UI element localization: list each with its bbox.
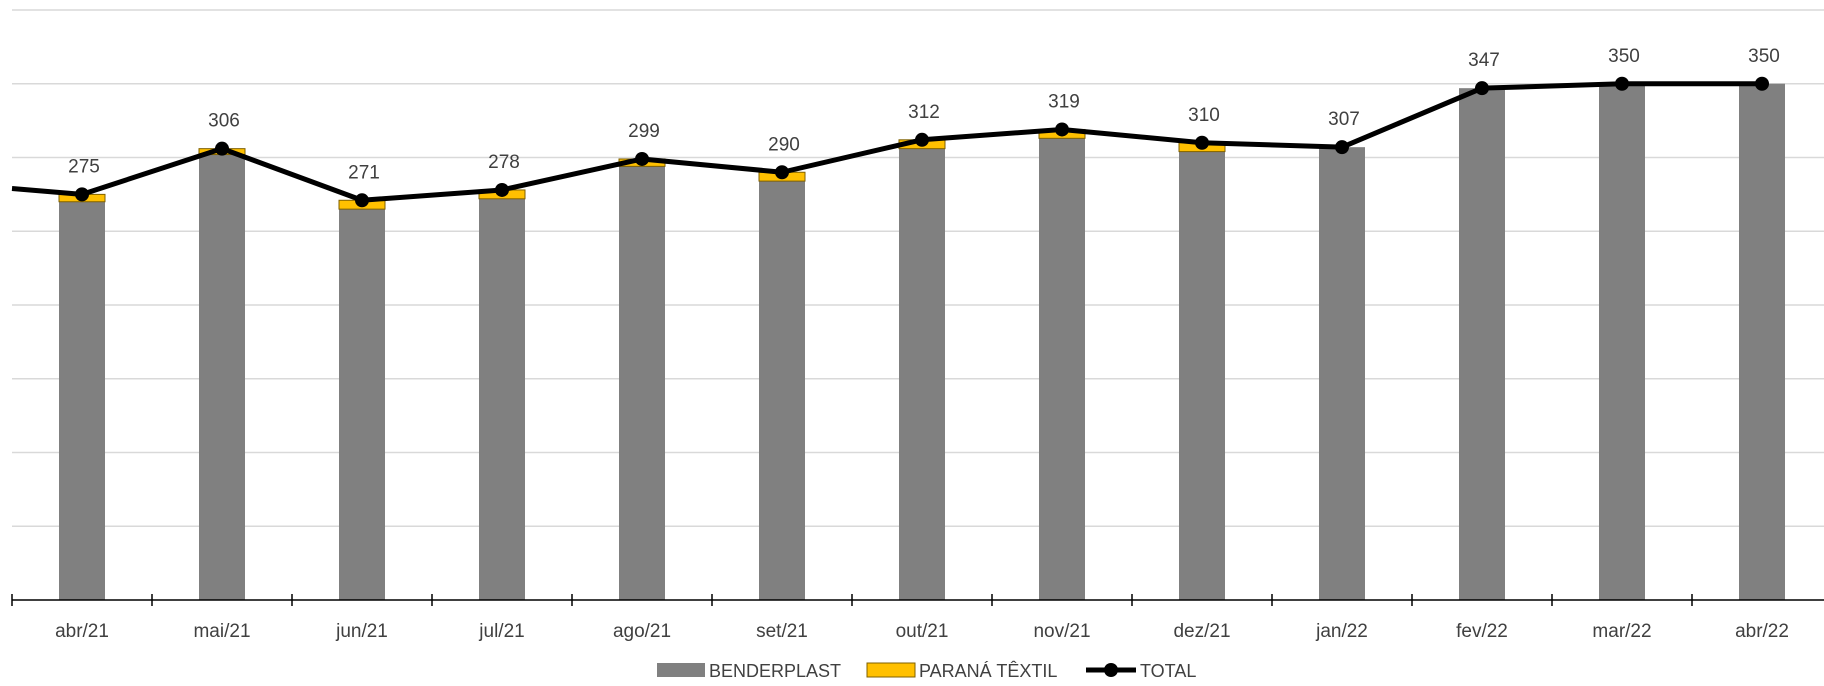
bar-benderplast-out-21 (899, 148, 945, 600)
bar-benderplast-mar-22 (1599, 83, 1645, 600)
bar-benderplast-fev-22 (1459, 88, 1505, 601)
legend-swatch-paran-t-xtil (866, 662, 916, 678)
bar-benderplast-jul-21 (479, 198, 525, 601)
x-tick-label: nov/21 (1033, 621, 1090, 642)
x-tick-label: abr/22 (1735, 621, 1789, 642)
x-tick-label: fev/22 (1456, 621, 1508, 642)
x-tick-label: set/21 (756, 621, 808, 642)
legend-label-benderplast: BENDERPLAST (709, 661, 841, 681)
total-point-set-21 (775, 165, 789, 180)
bar-benderplast-set-21 (759, 181, 805, 600)
data-label: 271 (348, 162, 380, 183)
bar-benderplast-jan-22 (1319, 147, 1365, 601)
x-tick-label: jul/21 (478, 621, 524, 642)
x-tick-label: mai/21 (193, 621, 250, 642)
data-label: 299 (628, 121, 660, 142)
total-line (11, 76, 1769, 208)
legend-label-total: TOTAL (1140, 661, 1196, 681)
total-point-mai-21 (215, 141, 229, 156)
legend-label-paran-t-xtil: PARANÁ TÊXTIL (919, 661, 1057, 681)
total-point-dez-21 (1195, 135, 1209, 150)
bar-benderplast-nov-21 (1039, 138, 1085, 600)
total-line-path (11, 81, 1762, 203)
x-tick-label: mar/22 (1592, 621, 1651, 642)
data-label: 312 (908, 102, 940, 123)
legend-swatch-benderplast (657, 663, 705, 677)
data-label: 278 (488, 152, 520, 173)
total-point-abr-21 (75, 187, 89, 202)
bar-benderplast-ago-21 (619, 166, 665, 600)
total-point-ago-21 (635, 151, 649, 166)
x-tick-label: jun/21 (335, 621, 388, 642)
bar-benderplast-mai-21 (199, 154, 245, 601)
data-label: 306 (208, 111, 240, 132)
total-point-nov-21 (1055, 122, 1069, 137)
data-label: 350 (1748, 46, 1780, 67)
x-tick-label: ago/21 (613, 621, 671, 642)
total-point-jun-21 (355, 193, 369, 208)
data-label: 319 (1048, 91, 1080, 112)
bar-benderplast-abr-22 (1739, 83, 1785, 600)
x-tick-label: jan/22 (1315, 621, 1368, 642)
x-axis: abr/21 mai/21 jun/21 jul/21 ago/21 set/21 out/… (11, 594, 1824, 642)
bar-benderplast-abr-21 (59, 201, 105, 600)
total-point-jan-22 (1335, 140, 1349, 155)
x-tick-label: dez/21 (1173, 621, 1230, 642)
bar-benderplast-dez-21 (1179, 151, 1225, 600)
data-label: 347 (1468, 50, 1500, 71)
data-label: 275 (68, 156, 100, 177)
x-tick-label: out/21 (896, 621, 949, 642)
data-label: 310 (1188, 105, 1220, 126)
total-point-jul-21 (495, 182, 509, 197)
legend: BENDERPLAST PARANÁ TÊXTIL TOTAL (657, 661, 1196, 681)
bar-benderplast-jun-21 (339, 209, 385, 600)
legend-swatch-marker-total (1104, 663, 1118, 677)
data-label: 350 (1608, 46, 1640, 67)
total-point-abr-22 (1755, 76, 1769, 91)
total-point-mar-22 (1615, 76, 1629, 91)
data-label: 307 (1328, 109, 1360, 130)
data-labels: 275 306 271 278 299 290 312 319 310 307 347 350 350 (68, 46, 1780, 184)
total-point-fev-22 (1475, 81, 1489, 96)
data-label: 290 (768, 134, 800, 155)
x-tick-label: abr/21 (55, 621, 109, 642)
bars (58, 83, 1785, 601)
total-point-out-21 (915, 132, 929, 147)
